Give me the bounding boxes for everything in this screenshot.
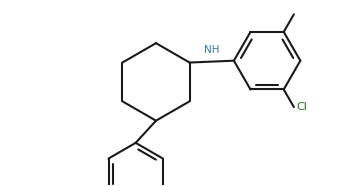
- Text: NH: NH: [204, 45, 220, 55]
- Text: Cl: Cl: [297, 102, 307, 112]
